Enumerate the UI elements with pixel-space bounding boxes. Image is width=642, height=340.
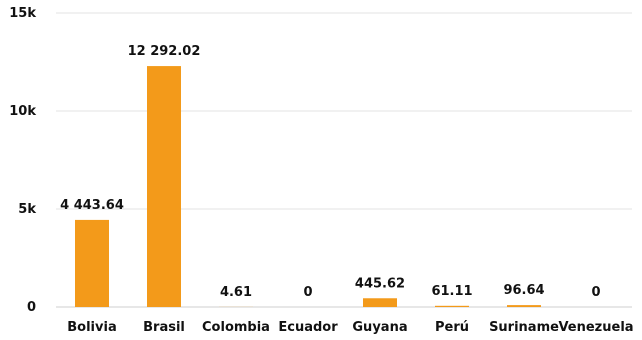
bar <box>363 298 397 307</box>
x-category-label: Colombia <box>202 320 270 335</box>
data-label: 0 <box>303 285 312 300</box>
x-category-label: Brasil <box>143 320 185 335</box>
bar <box>147 66 181 307</box>
y-tick-label: 15k <box>9 6 36 21</box>
data-label: 0 <box>591 285 600 300</box>
data-label: 96.64 <box>503 283 544 298</box>
y-axis-ticks: 0 5k 10k 15k <box>9 6 36 315</box>
data-label: 12 292.02 <box>128 44 201 59</box>
y-tick-label: 0 <box>27 300 36 315</box>
y-tick-label: 5k <box>18 202 36 217</box>
x-axis-categories: Bolivia Brasil Colombia Ecuador Guyana Perú Su… <box>67 320 633 335</box>
x-category-label: Bolivia <box>67 320 116 335</box>
x-category-label: Venezuela <box>558 320 633 335</box>
data-labels: 4 443.64 12 292.02 4.61 0 445.62 61.11 96.64 0 <box>60 44 600 300</box>
bars <box>75 66 541 307</box>
data-label: 445.62 <box>355 276 405 291</box>
data-label: 4 443.64 <box>60 198 124 213</box>
data-label: 61.11 <box>431 284 472 299</box>
x-category-label: Suriname <box>489 320 559 335</box>
x-category-label: Guyana <box>352 320 407 335</box>
x-category-label: Ecuador <box>278 320 338 335</box>
x-category-label: Perú <box>435 320 469 335</box>
y-tick-label: 10k <box>9 104 36 119</box>
bar <box>435 305 469 307</box>
bar <box>75 219 109 307</box>
bar <box>507 305 541 307</box>
data-label: 4.61 <box>220 285 252 300</box>
